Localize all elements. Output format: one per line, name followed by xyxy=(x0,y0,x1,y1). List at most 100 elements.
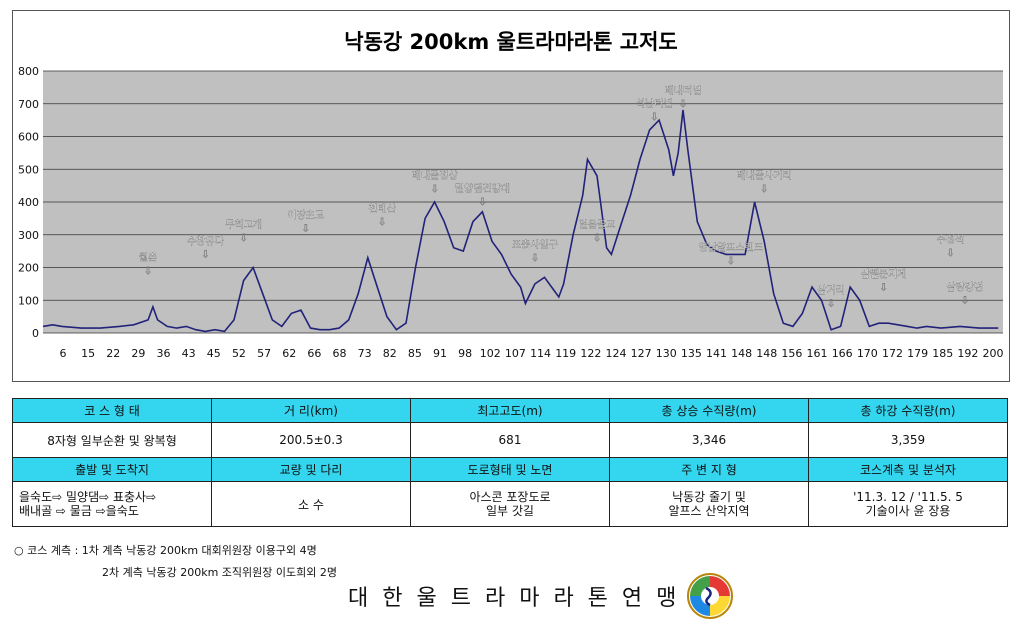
x-tick-label: 148 xyxy=(731,347,752,360)
annotation-arrow-icon: ⇩ xyxy=(650,112,658,123)
annotation-arrow-icon: ⇩ xyxy=(430,184,438,195)
x-tick-label: 15 xyxy=(81,347,95,360)
annotation-label: 밀양댐전망대 xyxy=(455,183,510,195)
x-tick-label: 156 xyxy=(781,347,802,360)
header-bridges: 교량 및 다리 xyxy=(211,457,411,482)
annotation-label: 얼음골교 xyxy=(579,219,616,231)
table-header-row: 출발 및 도착지 교량 및 다리 도로형태 및 노면 주 변 지 형 코스계측 … xyxy=(12,457,1008,482)
table-header-row: 코 스 형 태 거 리(km) 최고고도(m) 총 상승 수직량(m) 총 하강… xyxy=(12,398,1008,423)
x-tick-label: 102 xyxy=(480,347,501,360)
y-tick-label: 400 xyxy=(18,196,39,209)
y-tick-label: 200 xyxy=(18,262,39,275)
note-line-1: ○ 코스 계측 : 1차 계측 낙동강 200km 대회위원장 이용구외 4명 xyxy=(14,544,317,557)
total-descent-value: 3,359 xyxy=(808,422,1008,458)
header-terrain: 주 변 지 형 xyxy=(609,457,809,482)
y-tick-label: 500 xyxy=(18,163,39,176)
x-tick-label: 192 xyxy=(957,347,978,360)
x-tick-label: 62 xyxy=(282,347,296,360)
x-tick-label: 6 xyxy=(60,347,67,360)
x-tick-label: 166 xyxy=(832,347,853,360)
annotation-label: 이장초교 xyxy=(287,209,324,221)
x-tick-label: 127 xyxy=(631,347,652,360)
x-tick-label: 114 xyxy=(530,347,551,360)
annotation-label: 배내골사거리 xyxy=(737,170,792,182)
chart-svg: 낙동강 200km 울트라마라톤 고저도 0 100 200 300 400 500 600… xyxy=(18,30,1004,360)
table-row: 8자형 일부순환 및 왕복형 200.5±0.3 681 3,346 3,359 xyxy=(12,422,1008,458)
table-row: 을숙도⇨ 밀양댐⇨ 표충사⇨ 배내골 ⇨ 물금 ⇨을숙도 소 수 아스콘 포장도… xyxy=(12,481,1008,527)
x-tick-label: 172 xyxy=(882,347,903,360)
x-tick-label: 170 xyxy=(857,347,878,360)
total-ascent-value: 3,346 xyxy=(609,422,809,458)
organization-name: 대한울트라마라톤연맹 xyxy=(348,586,691,611)
header-total-ascent: 총 상승 수직량(m) xyxy=(609,398,809,423)
x-tick-label: 124 xyxy=(605,347,626,360)
x-tick-label: 98 xyxy=(458,347,472,360)
x-tick-label: 68 xyxy=(332,347,346,360)
x-tick-label: 43 xyxy=(182,347,196,360)
course-type-value: 8자형 일부순환 및 왕복형 xyxy=(12,422,212,458)
x-tick-label: 85 xyxy=(408,347,422,360)
x-tick-label: 66 xyxy=(307,347,321,360)
header-measurement: 코스계측 및 분석자 xyxy=(808,457,1008,482)
measurement-value: '11.3. 12 / '11.5. 5 기술이사 윤 장용 xyxy=(808,481,1008,527)
note-line-2: 2차 계측 낙동강 200km 조직위원장 이도희외 2명 xyxy=(102,566,337,579)
max-altitude-value: 681 xyxy=(410,422,610,458)
x-tick-label: 107 xyxy=(505,347,526,360)
annotation-label: 배내터널 xyxy=(665,85,702,97)
annotation-arrow-icon: ⇩ xyxy=(760,184,768,195)
x-tick-label: 179 xyxy=(907,347,928,360)
annotation-arrow-icon: ⇩ xyxy=(593,233,601,244)
annotation-arrow-icon: ⇩ xyxy=(679,99,687,110)
annotation-arrow-icon: ⇩ xyxy=(961,295,969,306)
annotation-label: 천태산 xyxy=(368,203,396,215)
annotation-arrow-icon: ⇩ xyxy=(144,266,152,277)
course-info-table: 코 스 형 태 거 리(km) 최고고도(m) 총 상승 수직량(m) 총 하강… xyxy=(12,398,1008,527)
y-tick-label: 100 xyxy=(18,294,39,307)
x-tick-label: 185 xyxy=(932,347,953,360)
x-tick-label: 73 xyxy=(358,347,372,360)
annotation-label: 영남알프스랜드 xyxy=(699,242,763,254)
x-tick-label: 130 xyxy=(656,347,677,360)
annotation-label: 삼거리 xyxy=(817,285,845,297)
annotation-label: 삼랑강변 xyxy=(946,281,983,293)
annotation-arrow-icon: ⇩ xyxy=(301,223,309,234)
terrain-value: 낙동강 줄기 및 알프스 산악지역 xyxy=(609,481,809,527)
annotation-label: 표충사입구 xyxy=(512,238,558,251)
y-tick-label: 300 xyxy=(18,229,39,242)
elevation-line xyxy=(42,109,999,333)
x-tick-label: 22 xyxy=(106,347,120,360)
x-tick-label: 148 xyxy=(756,347,777,360)
y-tick-label: 600 xyxy=(18,131,39,144)
annotation-label: 수정석 xyxy=(937,234,965,246)
annotation-label: 석남터널 xyxy=(636,98,673,110)
x-tick-label: 91 xyxy=(433,347,447,360)
annotation-arrow-icon: ⇩ xyxy=(378,217,386,228)
x-tick-label: 200 xyxy=(983,347,1004,360)
x-tick-label: 29 xyxy=(131,347,145,360)
annotation-label: 배내골정상 xyxy=(412,170,458,182)
chart-title: 낙동강 200km 울트라마라톤 고저도 xyxy=(344,30,677,54)
annotation-arrow-icon: ⇩ xyxy=(531,253,539,264)
header-start-finish: 출발 및 도착지 xyxy=(12,457,212,482)
y-tick-label: 700 xyxy=(18,98,39,111)
header-road-surface: 도로형태 및 노면 xyxy=(410,457,610,482)
x-tick-label: 52 xyxy=(232,347,246,360)
annotation-label: 삼쨈문지계 xyxy=(861,268,907,280)
annotation-label: 수창유다 xyxy=(187,236,224,248)
annotation-arrow-icon: ⇩ xyxy=(827,299,835,310)
y-tick-label: 800 xyxy=(18,65,39,78)
annotation-label: 무척고개 xyxy=(225,219,262,231)
x-tick-label: 135 xyxy=(681,347,702,360)
x-tick-label: 45 xyxy=(207,347,221,360)
road-surface-value: 아스콘 포장도로 일부 갓길 xyxy=(410,481,610,527)
annotation-arrow-icon: ⇩ xyxy=(727,256,735,267)
header-max-altitude: 최고고도(m) xyxy=(410,398,610,423)
header-total-descent: 총 하강 수직량(m) xyxy=(808,398,1008,423)
header-course-type: 코 스 형 태 xyxy=(12,398,212,423)
bridges-value: 소 수 xyxy=(211,481,411,527)
annotation-label: 월촌 xyxy=(139,252,157,264)
annotation-arrow-icon: ⇩ xyxy=(946,248,954,259)
x-tick-label: 141 xyxy=(706,347,727,360)
x-tick-label: 119 xyxy=(555,347,576,360)
distance-value: 200.5±0.3 xyxy=(211,422,411,458)
